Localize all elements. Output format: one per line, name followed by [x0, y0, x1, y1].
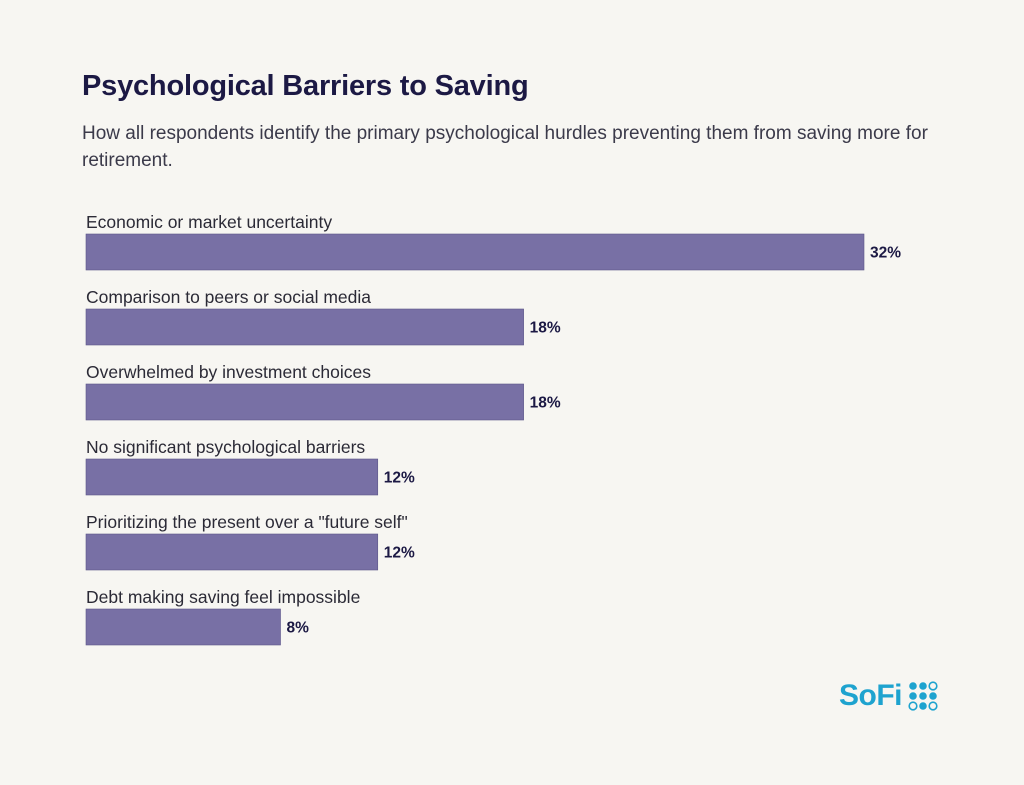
category-label: Debt making saving feel impossible	[86, 587, 360, 607]
logo-dot	[908, 701, 918, 711]
logo-dot	[928, 681, 938, 691]
sofi-logo: SoFi	[839, 679, 938, 713]
logo-dot	[928, 701, 938, 711]
value-label: 18%	[530, 320, 561, 337]
logo-dot	[929, 692, 937, 700]
logo-wordmark: SoFi	[839, 679, 903, 712]
value-label: 32%	[870, 245, 901, 262]
bar	[85, 383, 524, 421]
chart-title: Psychological Barriers to Saving	[82, 70, 529, 102]
bar	[85, 458, 379, 496]
bar	[85, 533, 379, 571]
bar	[85, 233, 865, 271]
category-label: Overwhelmed by investment choices	[86, 362, 371, 382]
dots-grid-icon	[908, 681, 938, 711]
chart-subtitle: How all respondents identify the primary…	[82, 123, 928, 171]
logo-dot	[909, 682, 917, 690]
bar	[85, 308, 524, 346]
value-label: 8%	[287, 620, 310, 637]
bar-chart: Economic or market uncertainty 32% Compari…	[85, 212, 901, 646]
category-label: Economic or market uncertainty	[86, 212, 332, 232]
value-label: 12%	[384, 470, 415, 487]
bar	[85, 608, 281, 646]
category-label: Prioritizing the present over a "future …	[86, 512, 408, 532]
value-label: 12%	[384, 545, 415, 562]
category-label: Comparison to peers or social media	[86, 287, 371, 307]
logo-dot	[919, 692, 927, 700]
logo-dot	[909, 692, 917, 700]
logo-dot	[919, 702, 927, 710]
value-label: 18%	[530, 395, 561, 412]
category-label: No significant psychological barriers	[86, 437, 365, 457]
logo-dot	[919, 682, 927, 690]
